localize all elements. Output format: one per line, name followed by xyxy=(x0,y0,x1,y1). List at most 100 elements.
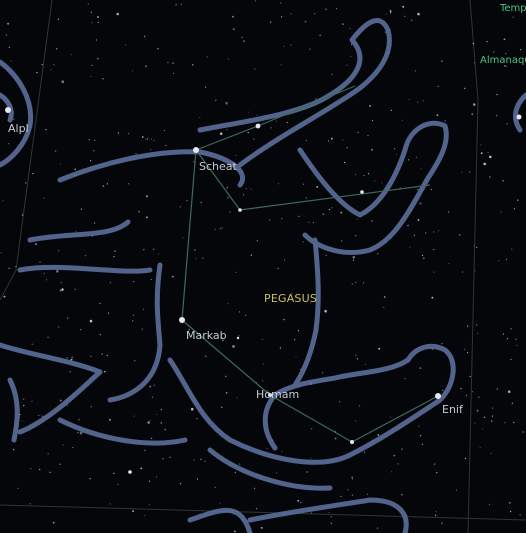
star-scheat[interactable] xyxy=(193,147,199,153)
background-star xyxy=(38,414,40,416)
background-star xyxy=(448,263,450,265)
background-star xyxy=(328,140,330,142)
star-enif[interactable] xyxy=(435,393,441,399)
background-star xyxy=(59,289,62,292)
background-star xyxy=(519,49,522,51)
background-star xyxy=(464,348,466,350)
background-star xyxy=(8,143,10,145)
background-star xyxy=(366,493,368,495)
background-star xyxy=(328,511,330,514)
background-star xyxy=(419,202,422,205)
background-star xyxy=(330,516,332,518)
background-star xyxy=(47,453,49,455)
background-star xyxy=(325,8,327,10)
background-star xyxy=(420,435,422,437)
background-star xyxy=(305,197,307,199)
background-star xyxy=(225,101,228,105)
star-label-enif: Enif xyxy=(442,403,463,416)
background-star xyxy=(132,320,134,322)
background-star xyxy=(351,494,353,496)
star-right-edge[interactable] xyxy=(516,114,522,120)
background-star xyxy=(467,325,469,327)
background-star xyxy=(219,227,222,230)
background-star xyxy=(109,418,111,421)
background-star xyxy=(79,431,83,435)
background-star xyxy=(232,28,235,30)
star-small-1[interactable] xyxy=(238,208,242,212)
background-star xyxy=(465,394,467,396)
background-star xyxy=(245,188,247,190)
background-star xyxy=(311,428,313,430)
background-star xyxy=(72,446,74,449)
background-star xyxy=(235,154,237,156)
background-star xyxy=(417,219,420,221)
star-small-2[interactable] xyxy=(360,190,364,194)
background-star xyxy=(505,53,507,55)
background-star xyxy=(310,302,312,304)
background-star xyxy=(30,468,32,470)
background-star xyxy=(433,231,435,233)
background-star xyxy=(401,448,403,450)
background-star xyxy=(87,3,89,5)
background-star xyxy=(77,432,79,434)
background-star xyxy=(46,279,48,281)
background-star xyxy=(148,504,150,506)
background-star xyxy=(351,283,353,285)
star-small-4[interactable] xyxy=(236,336,240,340)
background-star xyxy=(354,173,356,176)
background-star xyxy=(256,508,258,510)
background-star xyxy=(411,19,413,21)
background-star xyxy=(200,201,202,204)
background-star xyxy=(188,328,191,331)
star-markab[interactable] xyxy=(179,317,185,323)
star-small-3[interactable] xyxy=(128,470,132,474)
background-star xyxy=(69,371,71,373)
background-star xyxy=(109,503,111,505)
star-baham[interactable] xyxy=(350,440,354,444)
background-star xyxy=(500,211,502,213)
background-star xyxy=(496,94,498,96)
background-star xyxy=(355,281,357,283)
background-star xyxy=(172,62,174,64)
background-star xyxy=(402,5,405,8)
background-star xyxy=(489,155,492,159)
background-star xyxy=(250,188,252,190)
background-star xyxy=(262,380,264,382)
background-star xyxy=(59,163,62,165)
background-star xyxy=(275,472,278,474)
background-star xyxy=(434,463,436,465)
background-star xyxy=(504,65,506,67)
background-star xyxy=(479,447,481,449)
background-star xyxy=(281,450,283,452)
background-star xyxy=(214,228,216,230)
background-star xyxy=(302,183,305,185)
background-star xyxy=(227,197,229,199)
background-star xyxy=(90,75,92,77)
background-star xyxy=(202,257,204,259)
star-matar[interactable] xyxy=(255,123,261,129)
background-star xyxy=(90,406,92,408)
background-star xyxy=(35,243,37,246)
background-star xyxy=(238,463,241,465)
background-star xyxy=(219,502,221,504)
background-star xyxy=(291,292,293,294)
background-star xyxy=(503,38,506,41)
background-star xyxy=(153,139,155,141)
background-star xyxy=(74,288,76,291)
background-star xyxy=(190,407,194,411)
background-star xyxy=(254,487,256,489)
star-alpheratz[interactable] xyxy=(5,107,11,113)
background-star xyxy=(328,209,331,211)
background-star xyxy=(460,388,462,390)
background-star xyxy=(438,230,440,232)
background-star xyxy=(435,514,437,516)
background-star xyxy=(0,252,2,254)
background-star xyxy=(506,338,508,340)
background-star xyxy=(461,171,463,173)
star-homam[interactable] xyxy=(268,393,272,397)
background-star xyxy=(23,405,25,407)
background-star xyxy=(144,35,146,37)
background-star xyxy=(144,515,146,517)
